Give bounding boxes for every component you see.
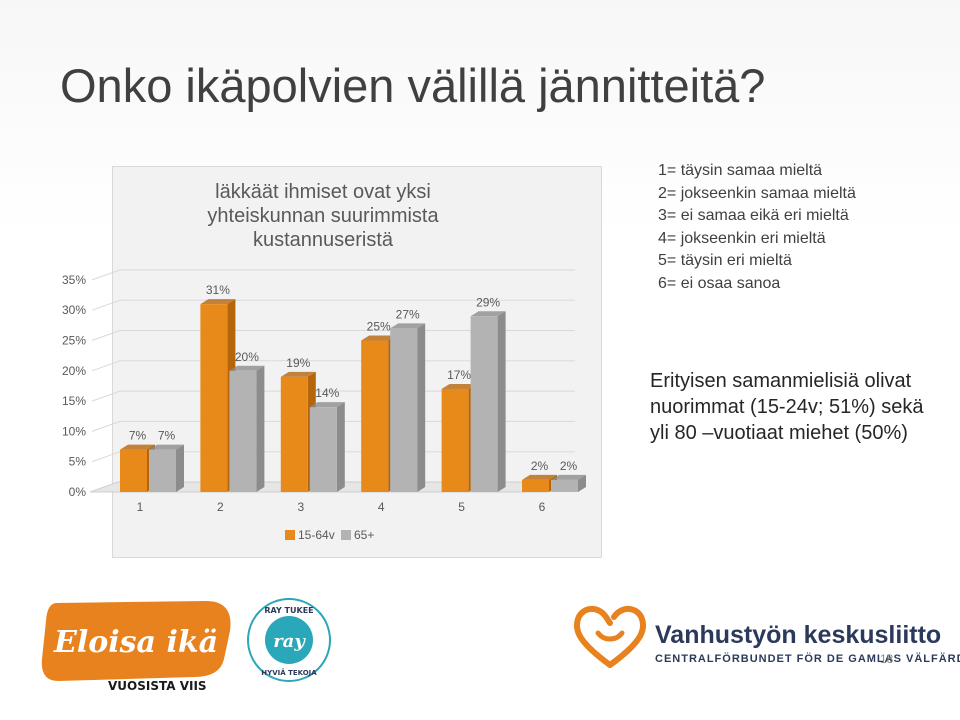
bar-65plus-top	[551, 474, 586, 480]
bar-65plus-top	[229, 365, 265, 371]
eloisa-logo-sub: VUOSISTA VIIS	[108, 679, 207, 692]
scale-legend-item: 2= jokseenkin samaa mieltä	[658, 184, 856, 202]
gridline	[91, 330, 121, 341]
ray-logo-bottom: HYVIÄ TEKOJA	[261, 668, 317, 677]
bar-15-64v	[522, 479, 549, 492]
bar-65plus	[229, 370, 257, 492]
y-tick-label: 15%	[62, 394, 86, 408]
chart-panel	[112, 166, 602, 558]
scale-legend-item: 1= täysin samaa mieltä	[658, 162, 823, 179]
bar-15-64v-top	[280, 371, 316, 377]
bar-65plus-side	[256, 365, 265, 492]
bar-15-64v	[361, 340, 389, 492]
bar-65plus	[551, 479, 578, 492]
bar-65plus-side	[417, 323, 426, 492]
y-tick-label: 5%	[69, 455, 87, 469]
legend-label: 15-64v	[298, 528, 335, 542]
data-label: 14%	[315, 386, 339, 400]
bar-15-64v	[200, 304, 228, 492]
bar-65plus-top	[149, 444, 184, 450]
y-tick-label: 0%	[69, 485, 87, 499]
footer-strip: Eloisa ikä VUOSISTA VIIS RAY TUKEE ray H…	[0, 585, 960, 720]
gridline	[91, 299, 121, 311]
bar-65plus	[470, 316, 498, 492]
page-number: 18	[880, 652, 894, 666]
x-tick-label: 1	[137, 500, 144, 514]
gridline	[91, 451, 121, 463]
bar-65plus-side	[176, 444, 184, 492]
gridline	[91, 420, 121, 432]
bar-15-64v	[280, 376, 308, 492]
bar-65plus-top	[470, 311, 506, 317]
ray-logo: RAY TUKEE ray HYVIÄ TEKOJA	[247, 598, 331, 682]
scale-legend-item: 6= ei osaa sanoa	[658, 274, 781, 292]
gridline	[91, 390, 121, 402]
slide-title: Onko ikäpolvien välillä jännitteitä?	[60, 59, 766, 112]
legend-swatch	[285, 530, 295, 540]
gridline	[91, 269, 121, 281]
data-label: 25%	[367, 320, 391, 334]
ray-logo-center: ray	[273, 631, 306, 652]
scale-legend-item: 3= ei samaa eikä eri mieltä	[658, 207, 849, 224]
heart-logo-icon	[573, 606, 647, 668]
data-label: 7%	[129, 429, 147, 443]
scale-legend-item: 5= täysin eri mieltä	[658, 252, 792, 269]
bar-15-64v-top	[441, 383, 477, 389]
x-tick-label: 5	[458, 500, 465, 514]
x-tick-label: 6	[539, 500, 546, 514]
y-tick-label: 30%	[62, 303, 86, 317]
bar-15-64v	[441, 388, 469, 492]
data-label: 27%	[396, 307, 420, 321]
data-label: 29%	[476, 295, 500, 309]
bar-65plus-side	[336, 402, 345, 492]
chart-title: läkkäät ihmiset ovat yksi yhteiskunnan s…	[207, 181, 439, 251]
data-label: 19%	[286, 356, 310, 370]
data-label: 2%	[560, 459, 578, 473]
bar-65plus	[149, 449, 176, 492]
bar-15-64v-top	[200, 299, 236, 305]
y-tick-label: 10%	[62, 424, 86, 438]
y-tick-label: 20%	[62, 364, 86, 378]
bar-65plus-top	[390, 323, 426, 329]
y-tick-label: 35%	[62, 273, 86, 287]
data-label: 20%	[235, 350, 259, 364]
data-label: 17%	[447, 368, 471, 382]
data-label: 7%	[158, 429, 176, 443]
x-tick-label: 2	[217, 500, 224, 514]
data-label: 31%	[206, 283, 230, 297]
vanhustyo-logo-sub: CENTRALFÖRBUNDET FÖR DE GAMLAS VÄLFÄRD	[655, 653, 960, 665]
scale-legend: 1= täysin samaa mieltä 2= jokseenkin sam…	[658, 160, 856, 295]
eloisa-logo-main: Eloisa ikä	[53, 625, 218, 660]
bar-65plus-top	[309, 402, 345, 408]
eloisa-ika-logo: Eloisa ikä VUOSISTA VIIS	[41, 601, 231, 692]
legend-swatch	[341, 530, 351, 540]
bar-65plus	[309, 407, 337, 492]
bar-15-64v	[120, 449, 147, 492]
bar-15-64v-top	[120, 444, 155, 450]
scale-legend-item: 4= jokseenkin eri mieltä	[658, 229, 826, 247]
legend-label: 65+	[354, 528, 374, 542]
bar-15-64v-top	[361, 335, 397, 341]
bar-65plus	[390, 328, 418, 492]
vanhustyo-logo-main: Vanhustyön keskusliitto	[655, 621, 942, 649]
data-label: 2%	[531, 459, 549, 473]
x-tick-label: 4	[378, 500, 385, 514]
gridline	[91, 360, 121, 372]
x-tick-label: 3	[297, 500, 304, 514]
eloisa-logo-shape	[41, 601, 231, 681]
y-tick-label: 25%	[62, 334, 86, 348]
bar-15-64v-top	[522, 474, 557, 480]
ray-logo-top: RAY TUKEE	[264, 606, 313, 615]
bar-65plus-side	[497, 311, 506, 492]
bar-65plus-side	[578, 474, 586, 492]
finding-text: Erityisen samanmielisiä olivat nuorimmat…	[650, 370, 924, 444]
